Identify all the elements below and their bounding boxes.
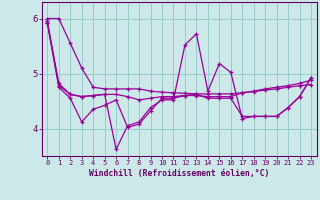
X-axis label: Windchill (Refroidissement éolien,°C): Windchill (Refroidissement éolien,°C) bbox=[89, 169, 269, 178]
